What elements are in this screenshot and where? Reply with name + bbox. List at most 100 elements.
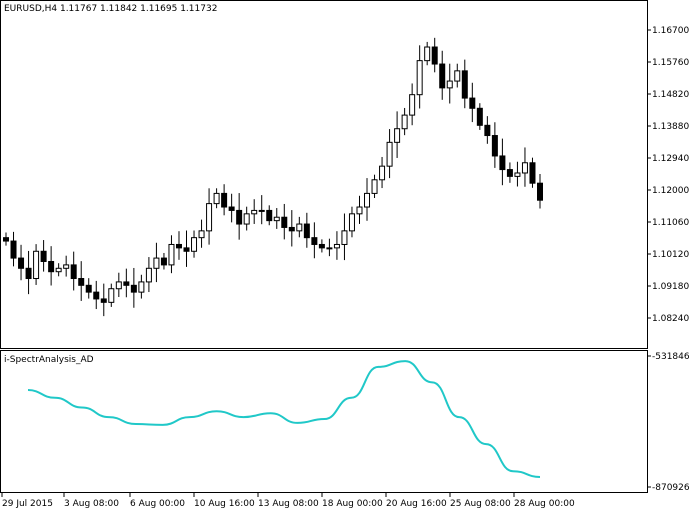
candle [63, 255, 70, 277]
time-axis-label: 25 Aug 08:00 [450, 499, 511, 509]
candle [206, 188, 213, 245]
candle [78, 261, 85, 301]
indicator-scale-bottom: -870926 [652, 483, 690, 493]
indicator-panel[interactable] [0, 350, 648, 493]
candle [439, 50, 446, 100]
candle [484, 116, 491, 144]
time-axis-label: 29 Jul 2015 [2, 499, 53, 509]
candle [416, 45, 423, 109]
candle [401, 107, 408, 136]
time-axis-label: 28 Aug 00:00 [514, 499, 575, 509]
candle [303, 212, 310, 248]
candle [168, 235, 175, 274]
candle [333, 231, 340, 260]
candle [371, 174, 378, 198]
candle [469, 82, 476, 123]
time-axis-label: 6 Aug 00:00 [130, 499, 185, 509]
indicator-scale: -531846 -870926 [647, 352, 690, 493]
candle [348, 206, 355, 238]
candle [341, 213, 348, 261]
price-scale-label: 1.16700 [652, 26, 689, 36]
candle [431, 37, 438, 73]
time-axis-label: 10 Aug 16:00 [194, 499, 255, 509]
price-scale-label: 1.14820 [652, 90, 689, 100]
candle [251, 199, 258, 224]
candle [258, 195, 265, 225]
candle [318, 239, 325, 253]
candle [506, 162, 513, 183]
price-scale-label: 1.09180 [652, 282, 689, 292]
candle [243, 206, 250, 231]
price-scale-label: 1.12000 [652, 186, 689, 196]
candle [93, 280, 100, 310]
candle [296, 216, 303, 238]
candle [198, 219, 205, 248]
candle [108, 283, 115, 307]
indicator-scale-top: -531846 [652, 352, 690, 362]
candle [521, 147, 528, 187]
price-scale-label: 1.13880 [652, 122, 689, 132]
price-scale-label: 1.08240 [652, 314, 689, 324]
candle [273, 208, 280, 229]
candle [213, 188, 220, 209]
candle [236, 193, 243, 240]
candle [491, 122, 498, 168]
candle [153, 242, 160, 283]
time-axis-label: 18 Aug 00:00 [322, 499, 383, 509]
candle [33, 244, 40, 285]
time-axis-label: 13 Aug 08:00 [258, 499, 319, 509]
candle [10, 231, 17, 267]
chart-header-label: EURUSD,H4 1.11767 1.11842 1.11695 1.1173… [4, 4, 217, 14]
candle [175, 231, 182, 260]
candle [394, 111, 401, 158]
time-axis-label: 3 Aug 08:00 [64, 499, 119, 509]
candle [160, 252, 167, 270]
indicator-label: i-SpectrAnalysis_AD [4, 355, 94, 365]
candle [40, 240, 47, 272]
time-axis: 29 Jul 2015 3 Aug 08:00 6 Aug 00:00 10 Aug … [1, 493, 575, 509]
candle [228, 193, 235, 223]
candle [288, 210, 295, 247]
candle [364, 178, 371, 221]
candle [311, 222, 318, 259]
candle [183, 230, 190, 267]
candle [55, 263, 62, 277]
candle [25, 250, 32, 295]
price-scale-label: 1.15760 [652, 58, 689, 68]
time-axis-label: 20 Aug 16:00 [386, 499, 447, 509]
candle [424, 41, 431, 66]
candle [48, 246, 55, 286]
candle [70, 251, 77, 291]
candle [537, 174, 543, 209]
price-scale-label: 1.12940 [652, 154, 689, 164]
candle [138, 274, 145, 299]
candle [499, 138, 506, 186]
candle [326, 238, 333, 257]
candle [123, 268, 130, 298]
candle [409, 83, 416, 126]
price-scale: 1.16700 1.15760 1.14820 1.13880 1.12940 1.120… [647, 26, 689, 324]
price-candles [3, 37, 543, 317]
price-scale-label: 1.10120 [652, 250, 689, 260]
candle [18, 244, 25, 281]
candle [85, 278, 92, 299]
price-scale-label: 1.11060 [652, 218, 689, 228]
candle [130, 267, 137, 308]
candle [476, 103, 483, 130]
candle [115, 272, 122, 297]
candle [3, 232, 9, 246]
candle [446, 63, 453, 104]
candle [514, 161, 521, 187]
candle [454, 63, 461, 88]
candle [529, 157, 536, 188]
candle [379, 156, 386, 189]
indicator-line [27, 360, 541, 478]
candle [386, 129, 393, 179]
candle [281, 203, 288, 240]
candle [145, 257, 152, 293]
candle [461, 59, 468, 109]
candle [266, 205, 273, 226]
candle [221, 184, 228, 216]
candle [100, 283, 107, 317]
